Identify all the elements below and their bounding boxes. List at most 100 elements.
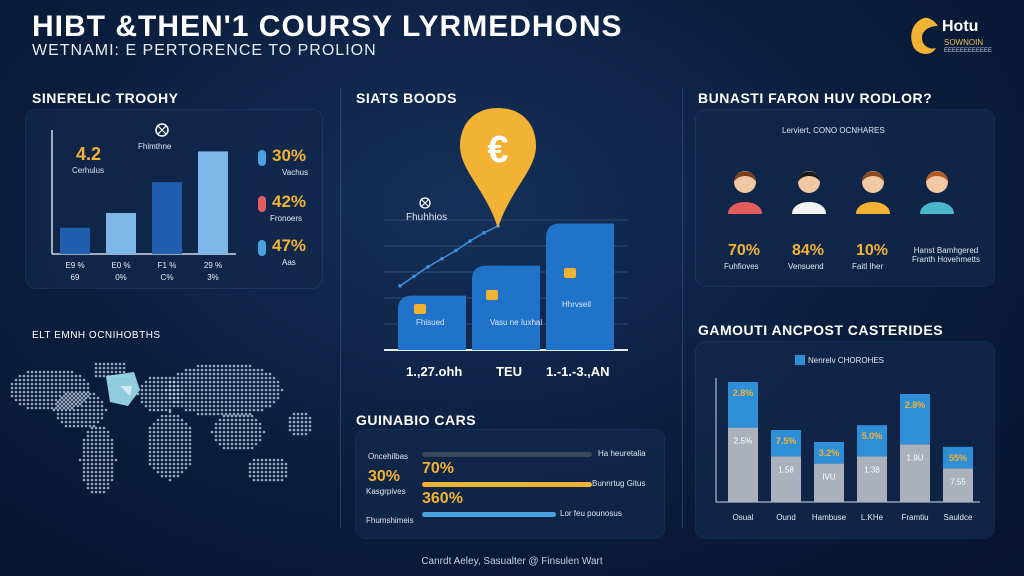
map-dot	[176, 458, 180, 462]
map-dot	[144, 384, 148, 388]
map-dot	[94, 442, 98, 446]
map-dot	[192, 368, 196, 372]
map-dot	[152, 388, 156, 392]
panel-title-cars: GUINABIO CARS	[356, 412, 477, 428]
map-dot	[176, 446, 180, 450]
map-dot	[188, 434, 192, 438]
map-dot	[204, 380, 208, 384]
map-dot	[260, 408, 264, 412]
map-dot	[230, 430, 234, 434]
map-dot	[84, 396, 88, 400]
map-dot	[224, 384, 228, 388]
legend-label: Vachus	[282, 168, 309, 177]
map-dot	[264, 396, 268, 400]
map-dot	[102, 434, 106, 438]
map-dot	[34, 382, 38, 386]
map-dot	[168, 400, 172, 404]
map-dot	[88, 424, 92, 428]
stack-bar-lower	[943, 468, 973, 502]
map-dot	[196, 412, 200, 416]
map-dot	[176, 418, 180, 422]
map-dot	[58, 406, 62, 410]
map-dot	[240, 396, 244, 400]
map-dot	[26, 402, 30, 406]
map-dot	[144, 380, 148, 384]
map-dot	[70, 370, 74, 374]
map-dot	[284, 474, 288, 478]
map-dot	[188, 388, 192, 392]
map-dot	[222, 414, 226, 418]
map-dot	[268, 478, 272, 482]
map-dot	[98, 438, 102, 442]
stacked-marker-icon	[795, 355, 805, 365]
map-dot	[184, 388, 188, 392]
map-dot	[168, 450, 172, 454]
person-label: Faitl Iher	[852, 262, 884, 271]
map-dot	[168, 426, 172, 430]
map-dot	[82, 478, 86, 482]
map-dot	[164, 474, 168, 478]
map-dot	[26, 374, 30, 378]
map-dot	[90, 482, 94, 486]
map-dot	[80, 408, 84, 412]
map-dot	[102, 490, 106, 494]
map-dot	[268, 388, 272, 392]
map-dot	[168, 384, 172, 388]
person-avatar-icon	[856, 171, 890, 214]
map-dot	[224, 412, 228, 416]
map-dot	[94, 462, 98, 466]
cars-row-right-3: Lor feu pounosus	[560, 509, 622, 518]
map-dot	[252, 372, 256, 376]
map-dot	[50, 374, 54, 378]
x-tick-label: E0 %	[111, 261, 130, 270]
map-dot	[172, 404, 176, 408]
map-dot	[232, 396, 236, 400]
map-dot	[308, 420, 312, 424]
map-dot	[252, 462, 256, 466]
map-dot	[106, 458, 110, 462]
map-dot	[222, 422, 226, 426]
map-dot	[292, 432, 296, 436]
map-dot	[222, 426, 226, 430]
map-dot	[10, 386, 14, 390]
map-dot	[268, 400, 272, 404]
map-dot	[284, 470, 288, 474]
map-dot	[34, 390, 38, 394]
stacked-bar-chart: 2.8% 2.5% Osual 7.5% 1.58 Ound 3.2% IVU Hambuse 5…	[715, 378, 980, 522]
map-dot	[172, 388, 176, 392]
map-dot	[248, 466, 252, 470]
stack-top-label: 5.0%	[862, 431, 883, 441]
map-dot	[240, 376, 244, 380]
map-dot	[10, 394, 14, 398]
map-dot	[268, 404, 272, 408]
map-dot	[82, 394, 86, 398]
map-dot	[224, 400, 228, 404]
map-dot	[176, 400, 180, 404]
map-dot	[276, 388, 280, 392]
map-dot	[248, 388, 252, 392]
map-dot	[234, 426, 238, 430]
map-dot	[232, 364, 236, 368]
map-dot	[122, 366, 126, 370]
map-dot	[168, 474, 172, 478]
map-dot	[88, 412, 92, 416]
map-dot	[164, 400, 168, 404]
map-dot	[102, 366, 106, 370]
stack-inner-label: IVU	[822, 473, 836, 482]
map-dot	[252, 408, 256, 412]
map-dot	[238, 418, 242, 422]
map-dot	[82, 462, 86, 466]
map-dot	[180, 422, 184, 426]
map-dot	[54, 370, 58, 374]
map-dot	[110, 446, 114, 450]
map-dot	[240, 384, 244, 388]
map-dot	[204, 372, 208, 376]
map-dot	[78, 374, 82, 378]
map-dot	[110, 478, 114, 482]
map-dot	[192, 388, 196, 392]
map-dot	[200, 364, 204, 368]
map-dot	[86, 478, 90, 482]
map-dot	[140, 396, 144, 400]
map-dot	[280, 474, 284, 478]
map-dot	[196, 408, 200, 412]
